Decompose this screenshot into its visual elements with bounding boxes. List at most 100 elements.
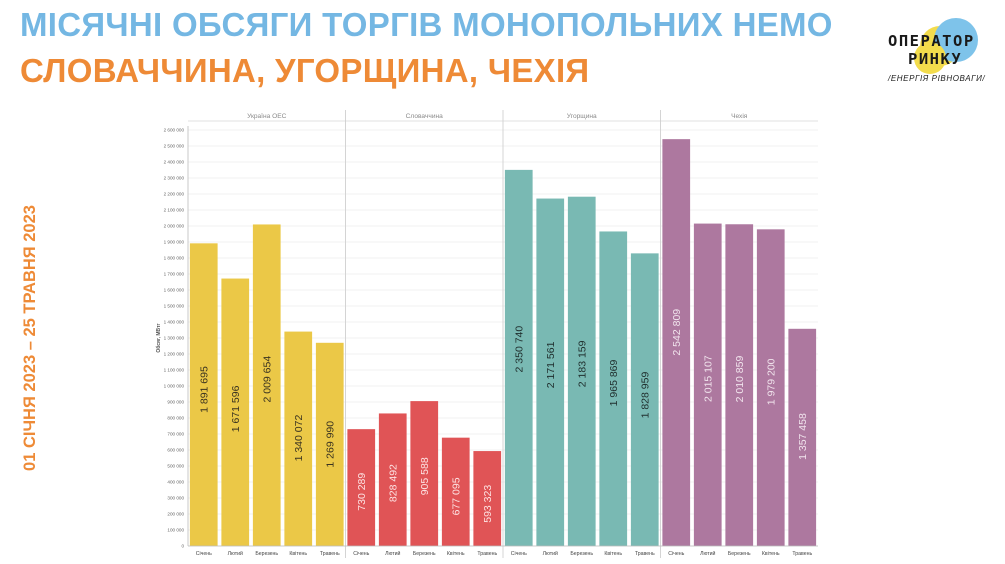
- y-tick-label: 2 400 000: [164, 160, 185, 165]
- x-tick-label: Січень: [196, 551, 212, 557]
- bar: [189, 243, 218, 546]
- bar-value-label: 905 588: [419, 457, 431, 495]
- x-tick-label: Березень: [570, 551, 593, 557]
- bar: [221, 278, 250, 546]
- bar: [252, 224, 281, 546]
- bar: [630, 253, 659, 546]
- bar: [315, 342, 344, 546]
- y-tick-label: 600 000: [167, 448, 184, 453]
- y-tick-label: 900 000: [167, 400, 184, 405]
- x-tick-label: Лютий: [228, 550, 243, 557]
- y-tick-label: 1 200 000: [164, 352, 185, 357]
- bar-value-label: 1 671 596: [230, 385, 242, 432]
- x-tick-label: Травень: [635, 551, 655, 557]
- x-tick-label: Лютий: [700, 550, 715, 557]
- bar: [567, 196, 596, 546]
- bar-value-label: 2 015 107: [702, 355, 714, 402]
- bar-value-label: 2 010 859: [734, 356, 746, 403]
- y-tick-label: 400 000: [167, 480, 184, 485]
- bar-value-label: 2 350 740: [513, 326, 525, 373]
- x-tick-label: Березень: [255, 551, 278, 557]
- y-tick-label: 800 000: [167, 416, 184, 421]
- y-tick-label: 200 000: [167, 512, 184, 517]
- logo-tagline: /ЕНЕРГІЯ РІВНОВАГИ/: [888, 74, 986, 83]
- x-tick-label: Березень: [413, 551, 436, 557]
- x-tick-label: Квітень: [289, 551, 307, 557]
- bar-value-label: 1 357 458: [797, 413, 809, 460]
- y-tick-label: 2 300 000: [164, 176, 185, 181]
- bar: [725, 224, 754, 546]
- y-axis-title: Обсяг, МВтг: [155, 323, 162, 352]
- logo-graphic: [914, 18, 978, 74]
- date-range-label: 01 СІЧНЯ 2023 – 25 ТРАВНЯ 2023: [21, 205, 39, 471]
- bar: [662, 139, 691, 546]
- x-tick-label: Січень: [353, 551, 369, 557]
- y-tick-label: 1 800 000: [164, 256, 185, 261]
- bar-value-label: 828 492: [387, 464, 399, 502]
- y-tick-label: 700 000: [167, 432, 184, 437]
- y-tick-label: 500 000: [167, 464, 184, 469]
- y-tick-label: 1 100 000: [164, 368, 185, 373]
- bar-value-label: 1 269 990: [324, 421, 336, 468]
- x-tick-label: Квітень: [604, 551, 622, 557]
- y-tick-label: 2 000 000: [164, 224, 185, 229]
- bar: [347, 429, 376, 546]
- bar-value-label: 730 289: [356, 473, 368, 511]
- bar-value-label: 1 979 200: [765, 358, 777, 405]
- page-title: МІСЯЧНІ ОБСЯГИ ТОРГІВ МОНОПОЛЬНИХ НЕМО: [20, 6, 833, 43]
- x-tick-label: Травень: [792, 551, 812, 557]
- bar-value-label: 677 095: [450, 477, 462, 515]
- page-subtitle: СЛОВАЧЧИНА, УГОРЩИНА, ЧЕХІЯ: [20, 52, 590, 89]
- bar: [693, 223, 722, 546]
- panel-title: Чехія: [731, 112, 748, 120]
- y-tick-label: 2 500 000: [164, 144, 185, 149]
- logo-line1: ОПЕРАТОР: [888, 32, 975, 50]
- bar: [410, 401, 439, 546]
- y-tick-label: 1 500 000: [164, 304, 185, 309]
- y-tick-label: 1 000 000: [164, 384, 185, 389]
- panel-title: Угорщина: [567, 113, 597, 120]
- y-tick-label: 2 100 000: [164, 208, 185, 213]
- y-tick-label: 1 400 000: [164, 320, 185, 325]
- bar-value-label: 1 891 695: [198, 366, 210, 413]
- bar: [284, 331, 313, 546]
- panel-title: Україна ОЕС: [247, 113, 287, 120]
- bar-value-label: 1 340 072: [293, 415, 305, 462]
- bar: [473, 451, 502, 546]
- x-tick-label: Лютий: [385, 550, 400, 557]
- bar-value-label: 1 828 959: [639, 372, 651, 419]
- bar-value-label: 2 542 809: [671, 309, 683, 356]
- bar: [788, 328, 817, 546]
- x-tick-label: Квітень: [762, 551, 780, 557]
- bar-value-label: 2 183 159: [576, 340, 588, 387]
- y-tick-label: 1 700 000: [164, 272, 185, 277]
- y-tick-label: 2 600 000: [164, 128, 185, 133]
- x-tick-label: Квітень: [447, 551, 465, 557]
- bar-value-label: 2 171 561: [545, 341, 557, 388]
- y-tick-label: 1 300 000: [164, 336, 185, 341]
- y-tick-label: 0: [181, 544, 184, 549]
- market-operator-logo: ОПЕРАТОР РИНКУ /ЕНЕРГІЯ РІВНОВАГИ/: [882, 14, 1000, 88]
- y-tick-label: 300 000: [167, 496, 184, 501]
- bar-value-label: 1 965 869: [608, 359, 620, 406]
- monthly-volume-chart: 0 100 000 200 000 300 000 400 000 500 000 600 …: [155, 110, 818, 558]
- x-tick-label: Березень: [728, 551, 751, 557]
- bar: [378, 413, 407, 546]
- x-tick-label: Травень: [320, 551, 340, 557]
- x-tick-label: Січень: [511, 551, 527, 557]
- bar: [599, 231, 628, 546]
- bar-value-label: 593 323: [482, 485, 494, 523]
- bar: [504, 169, 533, 546]
- bar: [756, 229, 785, 546]
- x-tick-label: Травень: [477, 551, 497, 557]
- y-tick-label: 100 000: [167, 528, 184, 533]
- x-tick-label: Лютий: [543, 550, 558, 557]
- bar: [441, 437, 470, 546]
- y-tick-label: 1 900 000: [164, 240, 185, 245]
- bar: [536, 198, 565, 546]
- bar-value-label: 2 009 654: [261, 356, 273, 403]
- y-tick-label: 2 200 000: [164, 192, 185, 197]
- panel-title: Словаччина: [406, 113, 443, 120]
- y-tick-label: 1 600 000: [164, 288, 185, 293]
- logo-line2: РИНКУ: [908, 50, 963, 68]
